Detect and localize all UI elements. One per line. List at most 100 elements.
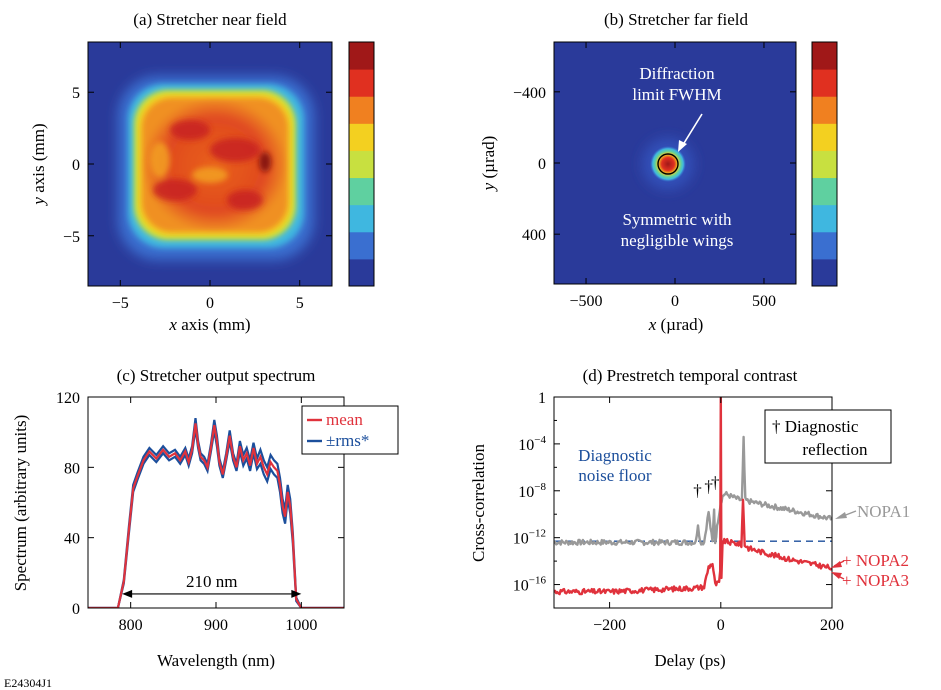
panel-b-xtick-label: 0 — [671, 293, 679, 310]
panel-d-xtick-label: 200 — [820, 617, 844, 634]
panel-b-axis-ticks: −500 0 500 −400 0 400 — [513, 42, 796, 310]
panel-a-ylabel: y axis (mm) — [29, 123, 48, 206]
panel-c-ylabel: Spectrum (arbitrary units) — [11, 415, 30, 592]
nopa2-label: + NOPA2 — [842, 551, 909, 570]
rms-lower-line — [88, 428, 344, 608]
figure-id: E24304J1 — [4, 676, 52, 690]
annotation-diffraction-limit: Diffraction limit FWHM — [632, 64, 722, 152]
bandwidth-annotation: 210 nm — [122, 572, 302, 598]
panel-b-xtick-label: −500 — [570, 293, 603, 310]
far-field-image — [554, 42, 796, 284]
colorbar-segment — [812, 177, 837, 206]
colorbar-segment — [812, 150, 837, 179]
nopa3-label: + NOPA3 — [842, 571, 909, 590]
dagger-mark: † — [693, 481, 702, 500]
panel-b-xlabel: x (µrad) — [648, 315, 704, 334]
colorbar-segment — [812, 258, 837, 287]
panel-a-xlabel: x axis (mm) — [168, 315, 250, 334]
panel-a-axis-ticks: −5 0 5 −5 0 5 — [63, 42, 332, 312]
reflection-key-line-2: reflection — [802, 440, 868, 459]
panel-d: (d) Prestretch temporal contrast −200 0 20… — [469, 366, 910, 670]
panel-c-xtick-label: 800 — [119, 617, 143, 634]
panel-a-title: (a) Stretcher near field — [133, 10, 287, 29]
reflection-key: † Diagnostic reflection — [764, 409, 892, 464]
panel-a-ytick-label: 5 — [72, 85, 80, 102]
colorbar-segment — [349, 231, 374, 260]
noise-floor-label-2: noise floor — [578, 466, 652, 485]
panel-b-ytick-label: −400 — [513, 85, 546, 102]
panel-c-ytick-label: 80 — [64, 460, 80, 477]
panel-b-xlabel-var: x — [648, 315, 657, 334]
colorbar-segment — [349, 42, 374, 70]
panel-b: (b) Stretcher far field Diffraction limi… — [479, 10, 838, 334]
dagger-mark: † — [711, 473, 720, 492]
panel-c-xlabel: Wavelength (nm) — [157, 651, 275, 670]
panel-a: (a) Stretcher near field −5 0 5 −5 0 5 x axis… — [29, 10, 375, 334]
far-field-spot — [650, 146, 686, 182]
panel-c-axis-ticks: 800 900 1000 0 40 80 120 — [56, 390, 344, 634]
panel-b-ylabel: y (µrad) — [479, 136, 498, 193]
panel-c-title: (c) Stretcher output spectrum — [117, 366, 316, 385]
fwhm-contour — [657, 153, 679, 175]
bandwidth-label: 210 nm — [186, 572, 237, 591]
panel-a-ytick-label: −5 — [63, 229, 80, 246]
panel-c-xtick-label: 900 — [204, 617, 228, 634]
legend-c: mean ±rms* — [301, 405, 399, 455]
panel-a-ytick-label: 0 — [72, 157, 80, 174]
panel-a-ylabel-var: y — [29, 197, 48, 207]
colorbar-segment — [812, 231, 837, 260]
nopa23-trace — [554, 397, 832, 596]
nopa1-trace — [554, 435, 832, 547]
nopa1-callout: NOPA1 — [835, 502, 910, 521]
legend-mean-label: mean — [326, 410, 363, 429]
colorbar-segment — [349, 123, 374, 151]
mean-line — [88, 423, 344, 608]
panel-b-ylabel-var: y — [479, 182, 498, 192]
panel-c-ytick-label: 0 — [72, 601, 80, 618]
colorbar-segment — [349, 177, 374, 206]
colorbar-frame — [348, 41, 375, 287]
colorbar-segment — [812, 96, 837, 124]
bandwidth-arrowhead-right — [291, 589, 302, 598]
noise-floor-label-1: Diagnostic — [578, 446, 652, 465]
panel-a-ylabel-rest: axis (mm) — [29, 123, 48, 197]
colorbar-segment — [349, 258, 374, 287]
colorbar-frame — [811, 41, 838, 287]
panel-d-xtick-label: 0 — [717, 617, 725, 634]
symmetric-line-1: Symmetric with — [622, 210, 732, 229]
colorbar-segment — [349, 69, 374, 97]
diffraction-line-2: limit FWHM — [632, 85, 721, 104]
diffraction-line-1: Diffraction — [639, 64, 715, 83]
panel-d-xtick-label: −200 — [593, 617, 626, 634]
dagger-marks: † †† — [693, 473, 719, 500]
panel-a-xlabel-var: x — [168, 315, 177, 334]
panel-d-axis-ticks: −200 0 200 1 10−4 10−8 10−12 10−16 — [513, 390, 844, 634]
panel-a-colorbar — [348, 41, 375, 287]
panel-d-ytick-label: 10−4 — [518, 434, 546, 454]
dagger-mark: † — [704, 477, 713, 496]
panel-a-xtick-label: 5 — [296, 295, 304, 312]
reflection-key-line-1: † Diagnostic — [772, 417, 859, 436]
panel-d-ytick-label: 10−12 — [513, 528, 546, 548]
colorbar-segment — [349, 96, 374, 124]
nopa23-callout: + NOPA2 + NOPA3 — [831, 551, 909, 590]
legend-c-box — [301, 405, 399, 455]
panel-d-ytick-label: 10−16 — [513, 575, 547, 595]
colorbar-segment — [349, 150, 374, 179]
panel-d-title: (d) Prestretch temporal contrast — [583, 366, 798, 385]
panel-c: (c) Stretcher output spectrum 800 900 1000… — [11, 366, 399, 670]
panel-b-ylabel-rest: (µrad) — [479, 136, 498, 183]
panel-c-xtick-label: 1000 — [285, 617, 317, 634]
legend-rms-label: ±rms* — [326, 431, 369, 450]
bandwidth-arrowhead-left — [122, 589, 133, 598]
symmetric-line-2: negligible wings — [621, 231, 734, 250]
colorbar-segment — [812, 42, 837, 70]
near-field-image — [88, 42, 332, 286]
panel-b-title: (b) Stretcher far field — [604, 10, 748, 29]
colorbar-segment — [349, 204, 374, 233]
panel-b-colorbar — [811, 41, 838, 287]
colorbar-segment — [812, 204, 837, 233]
panel-a-xtick-label: −5 — [112, 295, 129, 312]
panel-b-ytick-label: 0 — [538, 156, 546, 173]
